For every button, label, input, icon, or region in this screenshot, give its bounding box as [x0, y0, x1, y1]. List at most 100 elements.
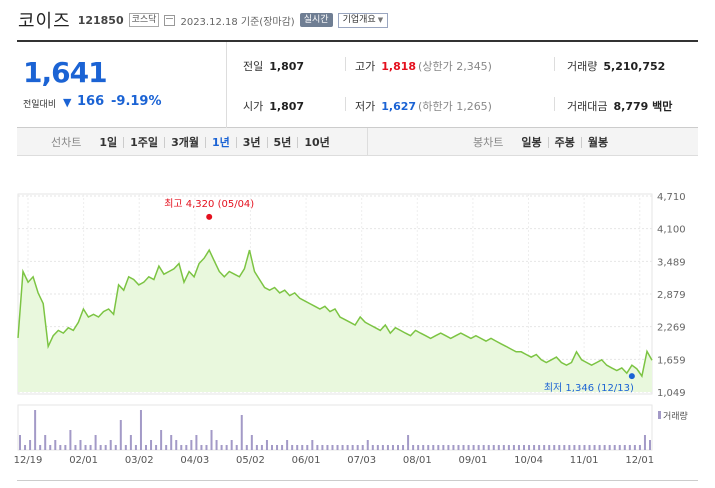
- volume-bar: [543, 445, 546, 450]
- x-tick-label: 11/01: [570, 455, 599, 466]
- divider: [345, 57, 346, 71]
- volume-bar: [472, 445, 475, 450]
- volume-bar: [397, 445, 399, 450]
- volume-bar: [573, 445, 576, 450]
- volume-bar: [578, 445, 581, 450]
- volume-bar: [402, 445, 405, 450]
- x-tick-label: 06/01: [292, 455, 321, 466]
- divider: [554, 97, 555, 111]
- divider: [367, 128, 368, 156]
- volume-bar: [210, 430, 213, 450]
- volume-bar: [59, 445, 62, 450]
- candle-chart-periods: 봉차트 일봉 주봉 월봉: [473, 128, 614, 156]
- amount-label: 거래대금: [567, 100, 608, 113]
- low-price: 저가 1,627 (하한가 1,265): [355, 98, 492, 114]
- x-tick-label: 03/02: [125, 455, 154, 466]
- volume-bar: [311, 440, 314, 450]
- volume-bar: [623, 445, 626, 450]
- volume-bar: [240, 415, 243, 450]
- candle-chart-label: 봉차트: [473, 136, 504, 149]
- volume-bar: [568, 445, 571, 450]
- volume-bar: [250, 435, 253, 450]
- stock-header: 코이즈 121850 코스닥 2023.12.18 기준(장마감) 실시간 기업…: [18, 8, 389, 32]
- volume-legend-swatch: [658, 411, 661, 419]
- low-annotation: 최저 1,346 (12/13): [544, 382, 634, 394]
- volume-bar: [321, 445, 324, 450]
- volume-bar: [351, 445, 354, 450]
- diff-percent: -9.19%: [111, 94, 162, 109]
- volume-bar: [457, 445, 460, 450]
- volume-bar: [200, 445, 203, 450]
- volume-bar: [548, 445, 551, 450]
- period-1d[interactable]: 1일: [93, 136, 125, 148]
- volume-bar: [538, 445, 541, 450]
- period-1y[interactable]: 1년: [206, 136, 237, 148]
- volume-bar: [306, 445, 309, 450]
- volume-bar: [331, 445, 334, 450]
- period-10y[interactable]: 10년: [304, 135, 330, 149]
- volume-bar: [628, 445, 631, 450]
- volume-label: 거래량: [567, 60, 598, 73]
- candle-daily[interactable]: 일봉: [515, 136, 549, 148]
- y-tick-label: 2,879: [657, 290, 686, 301]
- y-tick-label: 4,710: [657, 192, 686, 203]
- calendar-icon: [164, 14, 176, 26]
- volume-bar: [89, 445, 92, 450]
- period-3m[interactable]: 3개월: [165, 136, 206, 148]
- volume-bar: [432, 445, 435, 450]
- diff-value: 166: [77, 94, 105, 109]
- volume-bar: [301, 445, 304, 450]
- open-value: 1,807: [269, 100, 305, 113]
- y-tick-label: 1,659: [657, 355, 686, 366]
- candle-weekly[interactable]: 주봉: [549, 136, 582, 148]
- volume-bar: [260, 445, 263, 450]
- volume-bar: [190, 440, 193, 450]
- company-info-button[interactable]: 기업개요 ▼: [337, 12, 389, 28]
- volume-bar: [265, 440, 268, 450]
- volume-bar: [558, 445, 561, 450]
- chevron-down-icon: ▼: [377, 15, 384, 24]
- volume-bar: [598, 445, 601, 450]
- volume-bar: [64, 445, 67, 450]
- volume-bar: [119, 420, 122, 450]
- high-point-marker: [206, 213, 213, 220]
- price-chart[interactable]: 4,710 4,100 3,489 2,879 2,269 1,659 1,049 12/19…: [0, 160, 715, 470]
- volume-bar: [255, 445, 258, 450]
- volume-bar: [74, 445, 77, 450]
- volume-bar: [165, 445, 168, 450]
- volume-bar: [643, 435, 646, 450]
- period-1w[interactable]: 1주일: [124, 136, 166, 148]
- price-line: [17, 248, 653, 378]
- volume-bar: [412, 445, 415, 450]
- period-3y[interactable]: 3년: [237, 136, 268, 148]
- amount-value: 8,779 백만: [613, 100, 673, 113]
- volume-bar: [482, 445, 485, 450]
- volume-bar: [391, 445, 394, 450]
- candle-monthly[interactable]: 월봉: [587, 135, 609, 149]
- volume-bar: [180, 445, 183, 450]
- volume-bar: [326, 445, 329, 450]
- volume-bar: [517, 445, 520, 450]
- volume-area: [17, 404, 653, 451]
- volume-bar: [638, 445, 641, 450]
- volume-value: 5,210,752: [603, 60, 666, 73]
- realtime-button[interactable]: 실시간: [299, 13, 333, 27]
- lower-limit: (하한가 1,265): [418, 100, 492, 113]
- period-5y[interactable]: 5년: [268, 136, 299, 148]
- volume-bar: [366, 440, 369, 450]
- low-point-marker: [628, 373, 635, 380]
- volume-bar: [170, 435, 173, 450]
- volume-bar: [533, 445, 536, 450]
- company-info-label: 기업개요: [342, 14, 376, 25]
- x-tick-label: 02/01: [69, 455, 98, 466]
- volume-bar: [371, 445, 374, 450]
- volume-bar: [523, 445, 525, 450]
- volume-legend-label: 거래량: [663, 410, 688, 422]
- volume-bar: [386, 445, 389, 450]
- volume-bar: [376, 445, 379, 450]
- volume-bar: [69, 430, 72, 450]
- volume-bar: [356, 445, 359, 450]
- open-label: 시가: [243, 100, 264, 113]
- volume-bar: [502, 445, 505, 450]
- quote-panel: 1,641 전일대비 ▼ 166 -9.19% 전일 1,807 고가 1,818(…: [17, 40, 698, 128]
